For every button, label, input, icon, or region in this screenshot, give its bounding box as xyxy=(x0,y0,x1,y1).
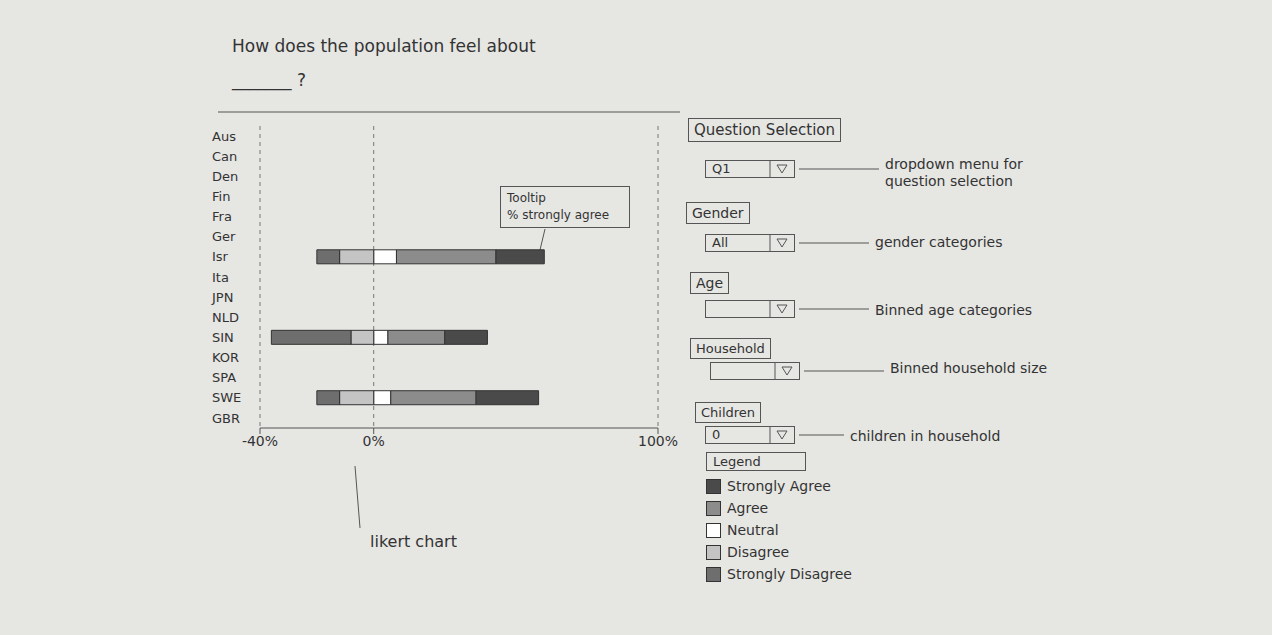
html-text:likert chart: likert chart xyxy=(370,532,457,551)
html-text:Q1: Q1 xyxy=(712,161,731,176)
svg-text:SWE: SWE xyxy=(212,390,241,405)
html-text:Question Selection: Question Selection xyxy=(694,121,835,139)
html-text:Agree: Agree xyxy=(727,500,769,516)
html-text:0: 0 xyxy=(712,427,721,442)
html-text:Tooltip: Tooltip xyxy=(507,191,546,205)
svg-text:Isr: Isr xyxy=(212,249,229,264)
html-text:All: All xyxy=(712,235,729,250)
svg-text:SPA: SPA xyxy=(212,370,236,385)
html-text:Household: Household xyxy=(696,341,765,356)
html-text:Legend: Legend xyxy=(713,454,761,469)
html-text:Disagree: Disagree xyxy=(727,544,790,560)
html-text:% strongly agree: % strongly agree xyxy=(507,208,610,222)
svg-text:KOR: KOR xyxy=(212,350,239,365)
svg-text:Ita: Ita xyxy=(212,270,229,285)
html-text:Strongly Agree: Strongly Agree xyxy=(727,478,831,494)
html-text:Children: Children xyxy=(701,405,756,420)
svg-text:100%: 100% xyxy=(638,433,678,449)
svg-text:Ger: Ger xyxy=(212,229,236,244)
svg-text:NLD: NLD xyxy=(212,310,239,325)
svg-text:Fin: Fin xyxy=(212,189,230,204)
svg-text:Den: Den xyxy=(212,169,238,184)
svg-text:Aus: Aus xyxy=(212,129,236,144)
svg-text:-40%: -40% xyxy=(242,433,278,449)
html-text:Binned age categories: Binned age categories xyxy=(875,302,1033,318)
svg-text:0%: 0% xyxy=(363,433,385,449)
html-text:gender categories: gender categories xyxy=(875,234,1003,250)
html-text:Age: Age xyxy=(696,275,724,291)
html-text:Neutral: Neutral xyxy=(727,522,779,538)
html-text:children in household: children in household xyxy=(850,428,1001,444)
html-text:Binned household size: Binned household size xyxy=(890,360,1048,376)
svg-text:GBR: GBR xyxy=(212,411,240,426)
svg-text:SIN: SIN xyxy=(212,330,234,345)
html-text:Strongly Disagree: Strongly Disagree xyxy=(727,566,852,582)
html-text:Gender: Gender xyxy=(692,205,744,221)
svg-text:Can: Can xyxy=(212,149,237,164)
svg-text:JPN: JPN xyxy=(211,290,233,305)
html-text:dropdown menu for question sel: dropdown menu for question selection xyxy=(885,156,1023,189)
html-text:How does the population feel a: How does the population feel about xyxy=(232,36,536,56)
svg-text:Fra: Fra xyxy=(212,209,232,224)
